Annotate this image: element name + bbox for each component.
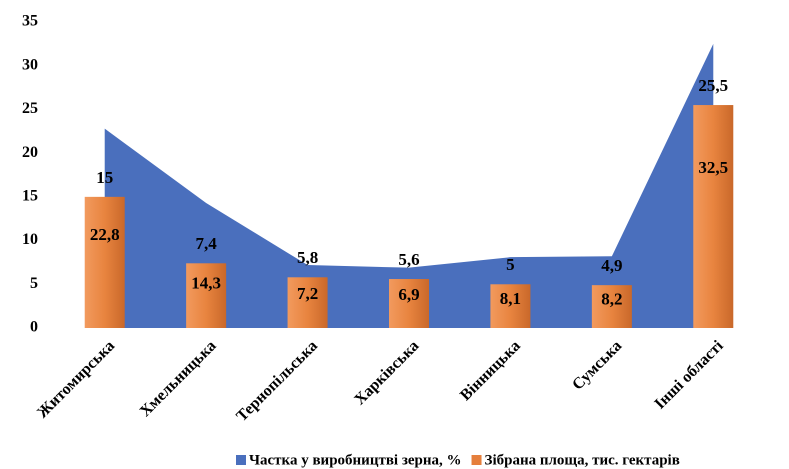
data-label: 14,3: [191, 274, 221, 293]
x-tick-label: Тернопільська: [233, 337, 321, 425]
legend-swatch: [236, 455, 246, 465]
data-label: 5,6: [398, 250, 419, 269]
area: [104, 43, 714, 328]
x-tick-label: Житомирська: [34, 337, 118, 421]
x-tick-label: Харківська: [351, 337, 422, 408]
legend-swatch: [471, 455, 482, 465]
y-tick-label: 20: [22, 144, 38, 161]
x-tick-label: Хмельницька: [137, 337, 220, 420]
bar: [287, 277, 328, 328]
data-label: 15: [96, 168, 113, 187]
y-tick-label: 35: [22, 13, 38, 30]
x-tick-label: Інші області: [651, 337, 727, 413]
y-tick-label: 0: [30, 319, 38, 336]
data-label: 6,9: [398, 285, 419, 304]
bar: [389, 279, 429, 328]
x-tick-label: Сумська: [569, 337, 625, 393]
y-tick-label: 5: [30, 275, 38, 292]
data-label: 7,2: [297, 284, 318, 303]
bar: [591, 285, 632, 328]
data-label: 8,1: [500, 289, 521, 308]
data-label: 8,2: [601, 290, 622, 309]
data-label: 7,4: [196, 234, 218, 253]
legend-label: Зібрана площа, тис. гектарів: [485, 452, 680, 468]
data-label: 22,8: [90, 225, 120, 244]
bar: [693, 105, 734, 328]
y-tick-label: 25: [22, 100, 38, 117]
data-label: 25,5: [698, 76, 728, 95]
legend-label: Частка у виробництві зерна, %: [249, 452, 462, 468]
bar: [490, 284, 531, 328]
data-label: 32,5: [698, 158, 728, 177]
data-label: 4,9: [601, 256, 622, 275]
bar: [84, 196, 125, 328]
y-tick-label: 10: [22, 231, 38, 248]
y-tick-label: 15: [22, 188, 38, 205]
y-tick-label: 30: [22, 56, 38, 73]
bar: [186, 263, 227, 328]
data-label: 5: [506, 255, 515, 274]
data-label: 5,8: [297, 248, 318, 267]
x-tick-label: Вінницька: [457, 337, 524, 404]
